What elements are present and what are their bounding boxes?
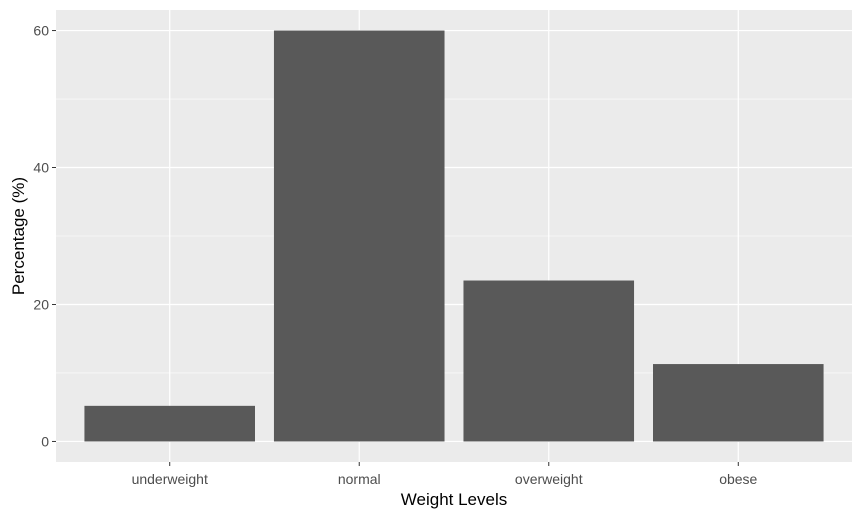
bar-overweight — [463, 280, 635, 442]
y-tick-label: 40 — [33, 160, 49, 176]
y-tick-label: 20 — [33, 296, 49, 312]
y-axis: 0 20 40 60 — [33, 23, 56, 449]
y-tick-label: 0 — [41, 433, 49, 449]
y-tick-label: 60 — [33, 23, 49, 39]
x-axis-title: Weight Levels — [401, 490, 507, 509]
x-tick-label-normal: normal — [338, 471, 381, 487]
bar-underweight — [84, 405, 255, 442]
x-tick-label-overweight: overweight — [515, 471, 583, 487]
x-axis: underweight normal overweight obese — [132, 462, 758, 487]
y-axis-title: Percentage (%) — [9, 177, 28, 295]
bar-normal — [273, 30, 445, 442]
x-tick-label-obese: obese — [719, 471, 757, 487]
bar-obese — [653, 364, 824, 442]
bars — [84, 30, 824, 442]
x-tick-label-underweight: underweight — [132, 471, 208, 487]
